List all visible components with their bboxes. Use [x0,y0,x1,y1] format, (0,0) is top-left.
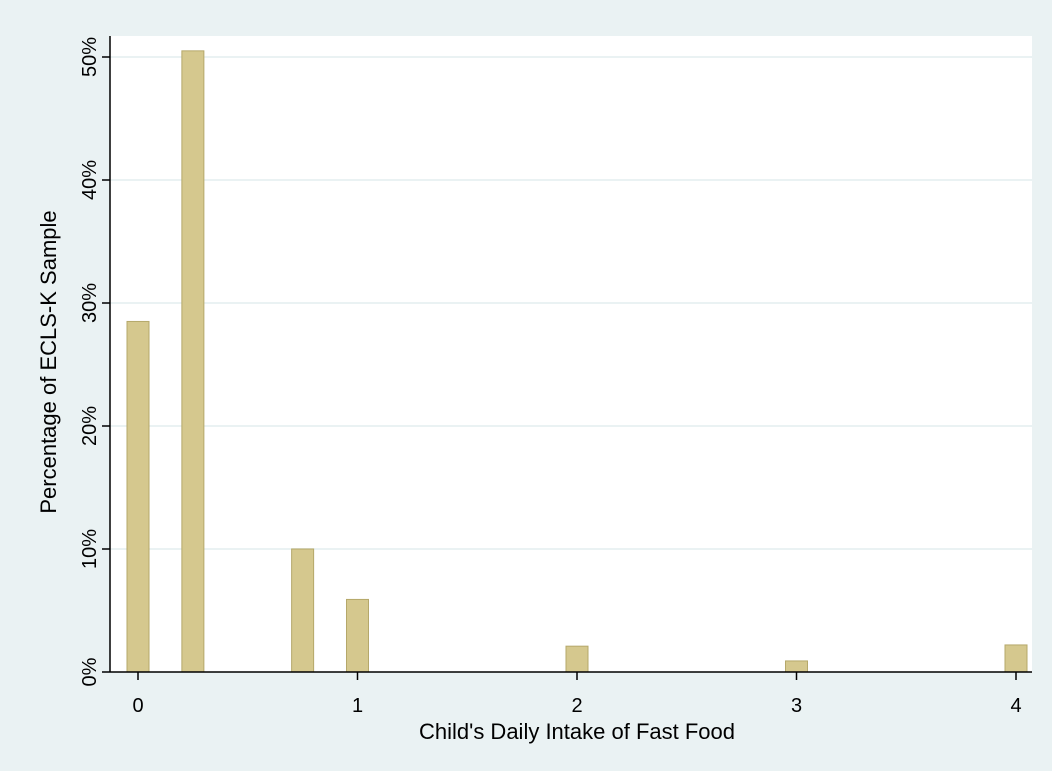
grid-lines [110,56,1032,550]
y-tick-label: 10% [79,529,101,569]
y-tick-label: 50% [79,37,101,77]
y-axis-ticks: 0% 10% 20% 30% 40% 50% [79,37,110,686]
y-tick-label: 0% [79,657,101,686]
x-axis-ticks: 0 1 2 3 4 [132,672,1022,717]
bar [1004,644,1028,673]
bar [346,598,369,673]
x-axis-title: Child's Daily Intake of Fast Food [419,719,735,744]
bar [291,548,315,673]
bar [565,645,589,673]
y-tick-label: 20% [79,406,101,446]
bars [126,50,1028,673]
y-tick-label: 40% [79,160,101,200]
x-tick-label: 0 [132,695,143,717]
axes [109,36,1032,673]
y-tick-label: 30% [79,283,101,323]
x-tick-label: 3 [791,695,802,717]
y-axis-title: Percentage of ECLS-K Sample [36,210,61,513]
bar [785,660,808,673]
x-tick-label: 2 [571,695,582,717]
x-tick-label: 1 [352,695,363,717]
bar [181,50,205,673]
x-tick-label: 4 [1010,695,1021,717]
bar [126,320,150,673]
plot-area [110,36,1032,672]
